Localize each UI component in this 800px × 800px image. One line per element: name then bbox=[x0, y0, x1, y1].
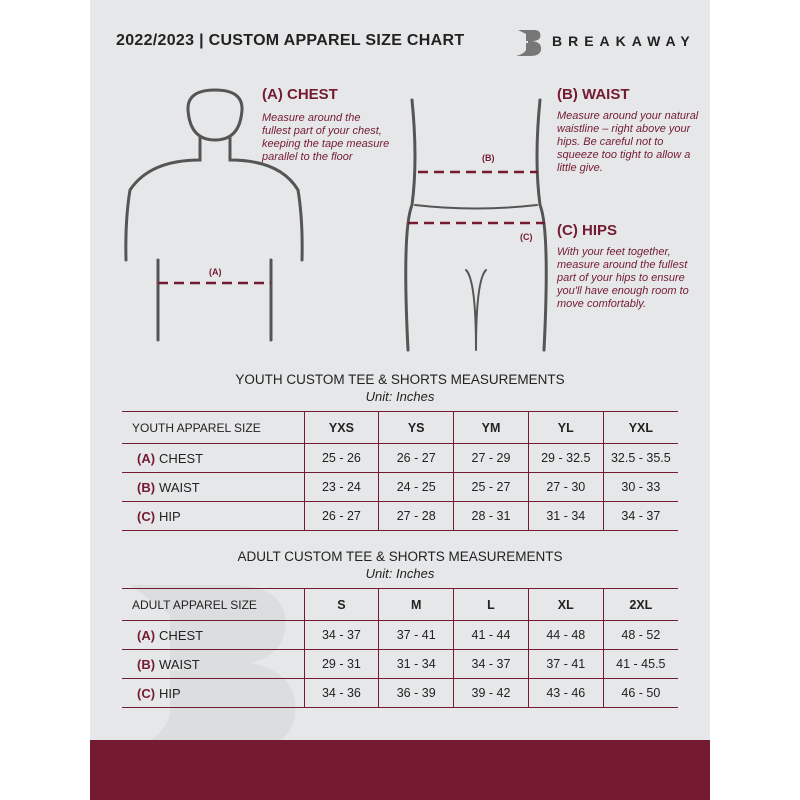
measure-label: (B) WAIST bbox=[122, 649, 304, 679]
chest-instructions: Measure around the fullest part of your … bbox=[262, 112, 390, 163]
header-cell: ADULT APPAREL SIZE bbox=[122, 588, 304, 621]
size-value: 23 - 24 bbox=[303, 472, 379, 502]
breakaway-logo-icon bbox=[516, 30, 542, 56]
hips-marker: (C) bbox=[520, 232, 533, 242]
size-value: 41 - 45.5 bbox=[602, 649, 678, 679]
header-cell: M bbox=[378, 588, 454, 621]
size-value: 34 - 37 bbox=[453, 649, 529, 679]
measure-name: HIP bbox=[159, 685, 181, 701]
size-value: 27 - 28 bbox=[378, 501, 454, 531]
hips-heading: (C) HIPS bbox=[557, 222, 617, 239]
brand-name: BREAKAWAY bbox=[552, 33, 696, 49]
measure-label: (C) HIP bbox=[122, 501, 304, 531]
measure-name: CHEST bbox=[159, 627, 204, 643]
size-value: 37 - 41 bbox=[527, 649, 604, 679]
measure-name: WAIST bbox=[159, 479, 200, 495]
measure-code: (A) bbox=[137, 450, 156, 466]
adult-table-title: ADULT CUSTOM TEE & SHORTS MEASUREMENTS bbox=[237, 549, 563, 564]
size-value: 25 - 27 bbox=[453, 472, 529, 502]
waist-instructions: Measure around your natural waistline – … bbox=[557, 110, 699, 174]
size-value: 36 - 39 bbox=[378, 678, 454, 708]
size-value: 34 - 37 bbox=[602, 501, 678, 531]
size-value: 26 - 27 bbox=[378, 443, 454, 473]
size-value: 37 - 41 bbox=[378, 620, 454, 650]
header-cell: YS bbox=[378, 411, 454, 444]
table-row: (A) CHEST 25 - 26 26 - 27 27 - 29 29 - 32.5 32… bbox=[122, 443, 678, 473]
size-value: 43 - 46 bbox=[527, 678, 604, 708]
header-cell: YXS bbox=[303, 411, 379, 444]
size-value: 31 - 34 bbox=[527, 501, 604, 531]
measure-label: (A) CHEST bbox=[122, 443, 304, 473]
hips-instructions: With your feet together, measure around … bbox=[557, 246, 689, 310]
measure-code: (C) bbox=[137, 685, 156, 701]
size-value: 34 - 37 bbox=[303, 620, 379, 650]
footer-band bbox=[90, 740, 710, 800]
header-cell: XL bbox=[527, 588, 604, 621]
header-cell: YL bbox=[527, 411, 604, 444]
measure-label: (A) CHEST bbox=[122, 620, 304, 650]
size-value: 27 - 29 bbox=[453, 443, 529, 473]
chest-heading: (A) CHEST bbox=[262, 86, 338, 103]
size-value: 41 - 44 bbox=[453, 620, 529, 650]
measure-name: HIP bbox=[159, 508, 181, 524]
header-cell: L bbox=[453, 588, 529, 621]
measure-code: (C) bbox=[137, 508, 156, 524]
header-cell: YOUTH APPAREL SIZE bbox=[122, 411, 304, 444]
measure-name: CHEST bbox=[159, 450, 204, 466]
youth-table-title: YOUTH CUSTOM TEE & SHORTS MEASUREMENTS bbox=[235, 372, 565, 387]
header-cell: S bbox=[303, 588, 379, 621]
measure-label: (B) WAIST bbox=[122, 472, 304, 502]
size-value: 27 - 30 bbox=[527, 472, 604, 502]
size-value: 29 - 32.5 bbox=[527, 443, 604, 473]
waist-marker: (B) bbox=[482, 153, 495, 163]
adult-unit: Unit: Inches bbox=[365, 566, 435, 581]
body-illustrations bbox=[124, 88, 548, 352]
header-cell: YM bbox=[453, 411, 529, 444]
size-value: 29 - 31 bbox=[303, 649, 379, 679]
waist-heading: (B) WAIST bbox=[557, 86, 630, 103]
adult-size-table: ADULT APPAREL SIZE S M L XL 2XL (A) CHEST 34 - 3… bbox=[122, 588, 678, 708]
page-title: 2022/2023 | CUSTOM APPAREL SIZE CHART bbox=[116, 32, 465, 49]
size-value: 25 - 26 bbox=[303, 443, 379, 473]
measure-code: (B) bbox=[137, 656, 156, 672]
size-value: 28 - 31 bbox=[453, 501, 529, 531]
chest-marker: (A) bbox=[209, 267, 222, 277]
size-value: 48 - 52 bbox=[602, 620, 678, 650]
header-cell: YXL bbox=[602, 411, 678, 444]
table-row: (B) WAIST 23 - 24 24 - 25 25 - 27 27 - 30 30 -… bbox=[122, 472, 678, 502]
size-value: 32.5 - 35.5 bbox=[602, 443, 678, 473]
size-value: 30 - 33 bbox=[602, 472, 678, 502]
size-value: 46 - 50 bbox=[602, 678, 678, 708]
table-row: (B) WAIST 29 - 31 31 - 34 34 - 37 37 - 41 41 -… bbox=[122, 649, 678, 679]
measure-label: (C) HIP bbox=[122, 678, 304, 708]
size-value: 26 - 27 bbox=[303, 501, 379, 531]
size-value: 44 - 48 bbox=[527, 620, 604, 650]
size-value: 39 - 42 bbox=[453, 678, 529, 708]
table-row: (C) HIP 34 - 36 36 - 39 39 - 42 43 - 46 46 - 5… bbox=[122, 678, 678, 708]
size-value: 24 - 25 bbox=[378, 472, 454, 502]
table-header-row: YOUTH APPAREL SIZE YXS YS YM YL YXL bbox=[122, 411, 678, 444]
head-outline bbox=[186, 88, 244, 142]
table-row: (C) HIP 26 - 27 27 - 28 28 - 31 31 - 34 34 - 3… bbox=[122, 501, 678, 531]
header-cell: 2XL bbox=[602, 588, 678, 621]
table-row: (A) CHEST 34 - 37 37 - 41 41 - 44 44 - 48 48 -… bbox=[122, 620, 678, 650]
measure-name: WAIST bbox=[159, 656, 200, 672]
youth-unit: Unit: Inches bbox=[365, 389, 435, 404]
measure-code: (B) bbox=[137, 479, 156, 495]
youth-size-table: YOUTH APPAREL SIZE YXS YS YM YL YXL (A) CHEST 25… bbox=[122, 411, 678, 531]
size-value: 31 - 34 bbox=[378, 649, 454, 679]
measure-code: (A) bbox=[137, 627, 156, 643]
size-value: 34 - 36 bbox=[303, 678, 379, 708]
table-header-row: ADULT APPAREL SIZE S M L XL 2XL bbox=[122, 588, 678, 621]
size-chart-page: 2022/2023 | CUSTOM APPAREL SIZE CHART BR… bbox=[90, 0, 710, 800]
